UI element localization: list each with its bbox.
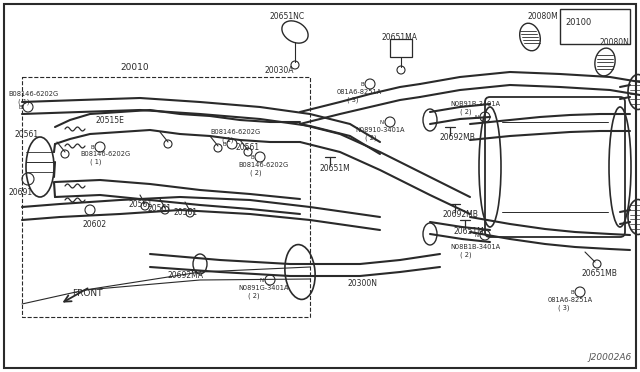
Text: ( 1): ( 1) (18, 99, 29, 105)
Text: 20100: 20100 (565, 17, 591, 26)
Text: B: B (360, 81, 364, 87)
Text: 20651NC: 20651NC (270, 12, 305, 20)
Text: B: B (222, 141, 226, 147)
Text: J20002A6: J20002A6 (589, 353, 632, 362)
Text: ( 2): ( 2) (365, 135, 376, 141)
Text: N: N (475, 232, 479, 237)
Text: ( 1): ( 1) (90, 159, 102, 165)
Text: 20651MA: 20651MA (382, 32, 418, 42)
Text: 081A6-8251A: 081A6-8251A (337, 89, 382, 95)
Text: 20561: 20561 (148, 203, 172, 212)
Text: 20602: 20602 (82, 219, 106, 228)
Text: 20030A: 20030A (265, 65, 294, 74)
Text: ( 3): ( 3) (347, 97, 358, 103)
Text: N08910-3401A: N08910-3401A (355, 127, 404, 133)
Text: 20561: 20561 (235, 142, 259, 151)
Text: B08146-6202G: B08146-6202G (8, 91, 58, 97)
Text: B: B (250, 154, 254, 160)
Text: 20561: 20561 (128, 199, 152, 208)
Text: FRONT: FRONT (72, 289, 102, 298)
Text: B08146-6202G: B08146-6202G (210, 129, 260, 135)
Text: B08146-6202G: B08146-6202G (80, 151, 130, 157)
Text: B: B (570, 289, 574, 295)
Text: 20561: 20561 (173, 208, 197, 217)
Text: N: N (380, 119, 384, 125)
Text: N0891G-3401A: N0891G-3401A (238, 285, 289, 291)
Text: N: N (475, 115, 479, 119)
Bar (390, 39, 412, 57)
Text: 20561: 20561 (14, 129, 38, 138)
Text: ( 2): ( 2) (460, 109, 472, 115)
Text: 20080N: 20080N (600, 38, 630, 46)
Text: ( 1): ( 1) (222, 137, 234, 143)
Text: N08B1B-3401A: N08B1B-3401A (450, 244, 500, 250)
Text: 20080M: 20080M (528, 12, 559, 20)
Text: N0B91B-3401A: N0B91B-3401A (450, 101, 500, 107)
Text: ( 2): ( 2) (460, 252, 472, 258)
Text: 20692MB: 20692MB (440, 132, 476, 141)
Text: ( 2): ( 2) (248, 293, 260, 299)
Bar (560, 9, 630, 44)
Text: 20691: 20691 (8, 187, 32, 196)
Text: B08146-6202G: B08146-6202G (238, 162, 288, 168)
Text: 20651M: 20651M (454, 227, 484, 235)
Text: 20010: 20010 (120, 62, 148, 71)
Text: ( 2): ( 2) (250, 170, 262, 176)
Text: B: B (19, 105, 22, 109)
Text: 20515E: 20515E (95, 115, 124, 125)
Text: 20692MB: 20692MB (443, 209, 479, 218)
Text: N: N (260, 278, 264, 282)
Text: ( 3): ( 3) (558, 305, 570, 311)
Text: 20651M: 20651M (320, 164, 351, 173)
Text: B: B (90, 144, 94, 150)
Text: 20300N: 20300N (348, 279, 378, 289)
Text: 20692MA: 20692MA (168, 272, 204, 280)
Text: 20651MB: 20651MB (582, 269, 618, 279)
Text: 081A6-8251A: 081A6-8251A (548, 297, 593, 303)
